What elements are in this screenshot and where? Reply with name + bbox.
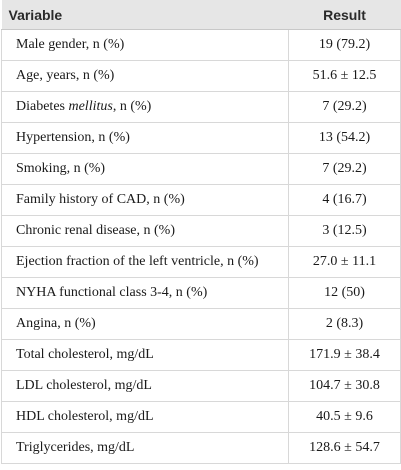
row-variable: LDL cholesterol, mg/dL [1,370,289,402]
table-row: Triglycerides, mg/dL 128.6 ± 54.7 [1,432,401,464]
table-row: Total cholesterol, mg/dL 171.9 ± 38.4 [1,339,401,371]
row-variable: Ejection fraction of the left ventricle,… [1,246,289,278]
header-result: Result [288,0,401,30]
table-row: Chronic renal disease, n (%) 3 (12.5) [1,215,401,247]
table-row: Age, years, n (%) 51.6 ± 12.5 [1,60,401,92]
table-row: Diabetes mellitus, n (%) 7 (29.2) [1,91,401,123]
row-variable: Triglycerides, mg/dL [1,432,289,464]
row-result: 4 (16.7) [288,184,401,216]
row-result: 104.7 ± 30.8 [288,370,401,402]
row-variable-pre: Diabetes [16,99,69,114]
row-variable: Diabetes mellitus, n (%) [1,91,289,123]
table-row: Hypertension, n (%) 13 (54.2) [1,122,401,154]
table-row: Angina, n (%) 2 (8.3) [1,308,401,340]
row-result: 40.5 ± 9.6 [288,401,401,433]
header-variable: Variable [1,0,289,30]
row-result: 51.6 ± 12.5 [288,60,401,92]
row-result: 27.0 ± 11.1 [288,246,401,278]
row-result: 7 (29.2) [288,91,401,123]
table-row: Smoking, n (%) 7 (29.2) [1,153,401,185]
table-row: LDL cholesterol, mg/dL 104.7 ± 30.8 [1,370,401,402]
table-row: HDL cholesterol, mg/dL 40.5 ± 9.6 [1,401,401,433]
row-result: 128.6 ± 54.7 [288,432,401,464]
row-variable: Hypertension, n (%) [1,122,289,154]
row-variable: Angina, n (%) [1,308,289,340]
table-row: Family history of CAD, n (%) 4 (16.7) [1,184,401,216]
row-result: 2 (8.3) [288,308,401,340]
row-result: 19 (79.2) [288,29,401,61]
row-variable-post: , n (%) [112,99,152,114]
row-result: 7 (29.2) [288,153,401,185]
row-result: 12 (50) [288,277,401,309]
row-variable: Total cholesterol, mg/dL [1,339,289,371]
row-result: 3 (12.5) [288,215,401,247]
table-header: Variable Result [1,0,401,30]
row-variable: NYHA functional class 3-4, n (%) [1,277,289,309]
row-variable: Chronic renal disease, n (%) [1,215,289,247]
row-result: 171.9 ± 38.4 [288,339,401,371]
table-row: Ejection fraction of the left ventricle,… [1,246,401,278]
row-variable-italic: mellitus [68,99,113,114]
row-variable: Male gender, n (%) [1,29,289,61]
row-variable: HDL cholesterol, mg/dL [1,401,289,433]
table-body: Male gender, n (%) 19 (79.2) Age, years,… [1,29,401,464]
row-variable: Age, years, n (%) [1,60,289,92]
table-row: NYHA functional class 3-4, n (%) 12 (50) [1,277,401,309]
table-row: Male gender, n (%) 19 (79.2) [1,29,401,61]
row-variable: Smoking, n (%) [1,153,289,185]
header-row: Variable Result [1,0,401,30]
row-variable: Family history of CAD, n (%) [1,184,289,216]
row-result: 13 (54.2) [288,122,401,154]
